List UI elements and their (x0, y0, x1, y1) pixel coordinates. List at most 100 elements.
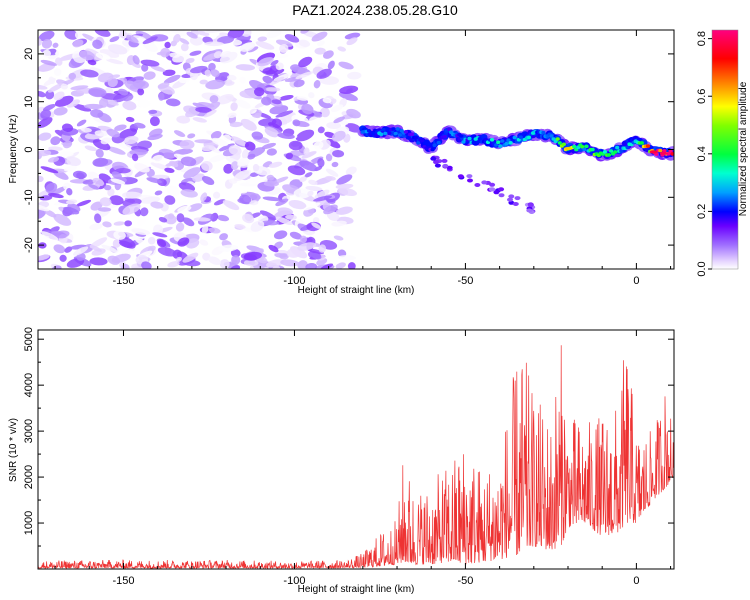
heatmap-signal-cell (625, 145, 630, 149)
heatmap-noise-cell (274, 253, 288, 258)
heatmap-signal-cell (590, 147, 595, 152)
heatmap-noise-cell (223, 163, 234, 174)
heatmap-noise-cell (132, 55, 140, 65)
heatmap-noise-cell (141, 63, 149, 72)
heatmap-noise-cell (313, 141, 324, 150)
heatmap-signal-cell (526, 208, 533, 213)
heatmap-signal-cell (512, 202, 519, 206)
heatmap-noise-cell (208, 227, 221, 234)
heatmap-noise-cell (254, 112, 262, 119)
heatmap-noise-cell (107, 255, 121, 265)
heatmap-noise-cell (153, 224, 163, 235)
heatmap-noise-cell (53, 107, 68, 116)
heatmap-noise-cell (209, 95, 219, 104)
heatmap-noise-cell (39, 195, 53, 201)
heatmap-noise-cell (319, 107, 330, 118)
heatmap-signal-cell (549, 134, 554, 138)
heatmap-signal-cell (410, 132, 415, 136)
heatmap-noise-cell (124, 220, 132, 227)
heatmap-noise-region (38, 30, 362, 269)
heatmap-noise-cell (107, 44, 128, 55)
heatmap-noise-cell (230, 248, 241, 258)
heatmap-noise-cell (293, 79, 305, 88)
heatmap-noise-cell (109, 195, 124, 206)
heatmap-signal-cell (442, 134, 447, 139)
heatmap-signal-cell (489, 182, 496, 187)
heatmap-noise-cell (257, 57, 274, 67)
heatmap-noise-cell (133, 122, 146, 129)
heatmap-noise-cell (346, 108, 361, 119)
heatmap-noise-cell (164, 195, 176, 205)
heatmap-noise-cell (337, 46, 346, 52)
heatmap-noise-cell (240, 30, 252, 37)
heatmap-noise-cell (277, 132, 295, 139)
heatmap-noise-cell (249, 200, 259, 206)
heatmap-signal-cell (436, 140, 441, 145)
heatmap-noise-cell (100, 93, 121, 100)
heatmap-noise-cell (223, 134, 232, 142)
snr-x-tick-label: -100 (283, 575, 305, 587)
heatmap-noise-cell (230, 161, 239, 171)
heatmap-noise-cell (278, 94, 294, 101)
heatmap-noise-cell (186, 31, 198, 39)
heatmap-signal-cell (420, 138, 425, 143)
heatmap-noise-cell (311, 253, 322, 260)
heatmap-noise-cell (157, 247, 177, 257)
heatmap-signal-cell (397, 133, 402, 137)
heatmap-noise-cell (304, 172, 313, 178)
heatmap-signal-cell (496, 140, 501, 144)
heatmap-noise-cell (52, 265, 62, 269)
heatmap-signal-cell (561, 142, 567, 147)
heatmap-noise-cell (113, 230, 126, 240)
heatmap-noise-cell (228, 145, 242, 156)
heatmap-signal-cell (416, 141, 421, 145)
heatmap-signal-cell (442, 163, 449, 168)
snr-frame (37, 329, 675, 570)
heatmap-noise-cell (183, 105, 200, 116)
heatmap-noise-cell (275, 39, 293, 47)
heatmap-noise-cell (275, 198, 289, 207)
heatmap-noise-cell (305, 185, 323, 192)
heatmap-noise-cell (231, 255, 241, 265)
heatmap-signal-cell (582, 147, 587, 152)
heatmap-noise-cell (346, 37, 358, 46)
heatmap-signal-cell (477, 137, 482, 141)
heatmap-noise-cell (325, 153, 333, 162)
colorbar-label: Normalized spectral amplitude (738, 81, 749, 216)
heatmap-noise-cell (68, 72, 77, 80)
heatmap-y-axis-label: Frequency (Hz) (8, 115, 19, 184)
heatmap-noise-cell (59, 254, 67, 262)
snr-panel: -150 -100 -50 0 1000 2000 3000 4000 5000 Height … (8, 327, 675, 595)
heatmap-noise-cell (102, 221, 112, 228)
heatmap-noise-cell (308, 92, 315, 99)
heatmap-noise-cell (169, 52, 180, 58)
heatmap-noise-cell (122, 100, 137, 111)
heatmap-noise-cell (248, 117, 257, 122)
heatmap-noise-cell (70, 85, 89, 90)
heatmap-signal-cell (606, 153, 612, 157)
heatmap-noise-cell (61, 123, 74, 133)
heatmap-noise-cell (199, 79, 208, 85)
heatmap-noise-cell (118, 236, 136, 249)
heatmap-noise-cell (45, 90, 55, 100)
heatmap-signal-cell (432, 143, 437, 147)
heatmap-noise-cell (218, 244, 239, 252)
heatmap-signal-cell (580, 145, 585, 149)
heatmap-noise-cell (200, 192, 208, 202)
snr-y-tick-label: 2000 (23, 465, 35, 489)
heatmap-noise-cell (268, 244, 279, 253)
heatmap-noise-cell (201, 144, 215, 152)
heatmap-noise-cell (338, 92, 358, 102)
heatmap-noise-cell (118, 88, 129, 96)
heatmap-signal-cell (541, 130, 546, 135)
heatmap-noise-cell (233, 169, 252, 182)
heatmap-noise-cell (136, 218, 146, 226)
heatmap-noise-cell (269, 105, 289, 115)
heatmap-noise-cell (66, 156, 81, 167)
heatmap-noise-cell (182, 252, 199, 263)
heatmap-noise-cell (158, 216, 168, 223)
heatmap-noise-cell (60, 83, 68, 90)
heatmap-noise-cell (266, 259, 284, 268)
heatmap-noise-cell (84, 145, 97, 152)
